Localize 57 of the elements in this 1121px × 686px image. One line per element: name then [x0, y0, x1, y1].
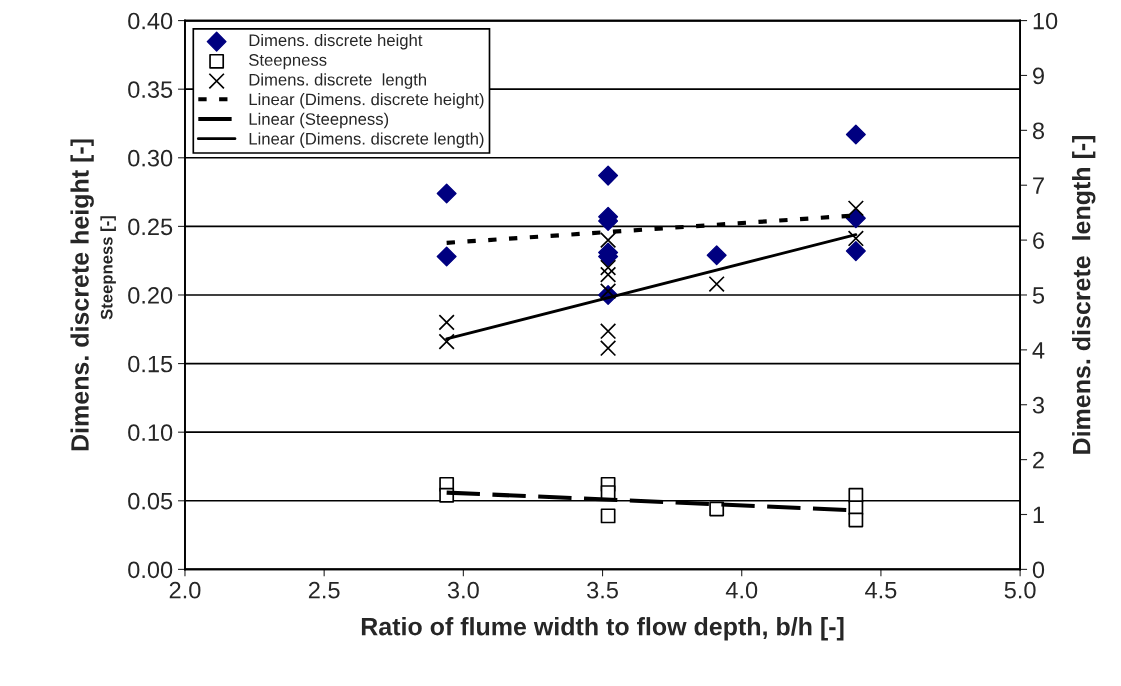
y2-tick-label: 6 [1033, 232, 1045, 249]
legend-label: Linear (Dimens. discrete height) [249, 93, 484, 109]
point [436, 183, 457, 204]
point [599, 259, 617, 276]
point [709, 501, 725, 517]
y2-tick-label: 1 [1033, 506, 1044, 524]
point [599, 323, 617, 340]
point [438, 314, 455, 331]
y2-tick-label: 5 [1032, 287, 1045, 304]
y-axis-title: Dimens. discrete height [-] [70, 139, 94, 451]
y2-tick-label: 9 [1033, 67, 1044, 85]
x-tick-label: 4.5 [865, 582, 897, 599]
y2-tick-label: 10 [1033, 12, 1058, 30]
point [599, 340, 617, 357]
y2-tick-label: 2 [1033, 451, 1044, 469]
y-tick-label: 0.00 [128, 561, 173, 579]
x-tick-label: 5.0 [1004, 581, 1036, 599]
y-tick-label: 0.35 [128, 81, 173, 98]
y2-axis-title: Dimens. discrete length [-] [1072, 135, 1096, 454]
legend-label: Steepness [249, 54, 327, 70]
legend-label: Linear (Steepness) [249, 112, 389, 129]
point [845, 241, 866, 262]
y2-tick-label: 3 [1032, 396, 1045, 414]
point [436, 246, 457, 267]
point [599, 283, 617, 300]
y2-tick-label: 7 [1033, 177, 1044, 194]
point [848, 512, 864, 528]
x-tick-label: 3.5 [587, 581, 618, 599]
y2-tick-label: 0 [1032, 561, 1045, 579]
y-tick-label: 0.15 [128, 355, 173, 373]
y-tick-label: 0.20 [128, 287, 173, 304]
x-tick-label: 3.0 [447, 581, 479, 599]
point [847, 230, 864, 247]
point [847, 200, 864, 217]
point [598, 165, 619, 186]
point [845, 124, 866, 145]
point [708, 275, 725, 293]
x-tick-label: 2.5 [308, 581, 340, 599]
point [706, 245, 727, 266]
point [438, 333, 455, 350]
x-axis-title: Ratio of flume width to flow depth, b/h [-] [361, 617, 844, 641]
point [599, 231, 617, 249]
point [599, 266, 617, 283]
x-tick-label: 2.0 [169, 581, 201, 599]
y2-tick-label: 8 [1032, 122, 1045, 140]
y-tick-label: 0.25 [128, 218, 173, 236]
y-tick-label: 0.10 [128, 424, 173, 441]
y-tick-label: 0.30 [128, 149, 173, 167]
x-tick-label: 4.0 [725, 581, 758, 599]
y-tick-label: 0.05 [128, 492, 173, 510]
point [600, 508, 616, 524]
y2-tick-label: 4 [1032, 342, 1045, 359]
text: Steepness [-] [100, 216, 116, 320]
legend-label: Dimens. discrete length [249, 73, 426, 89]
y-tick-label: 0.40 [128, 12, 173, 30]
legend-label: Linear (Dimens. discrete length) [249, 132, 484, 148]
legend-label: Dimens. discrete height [249, 33, 423, 50]
